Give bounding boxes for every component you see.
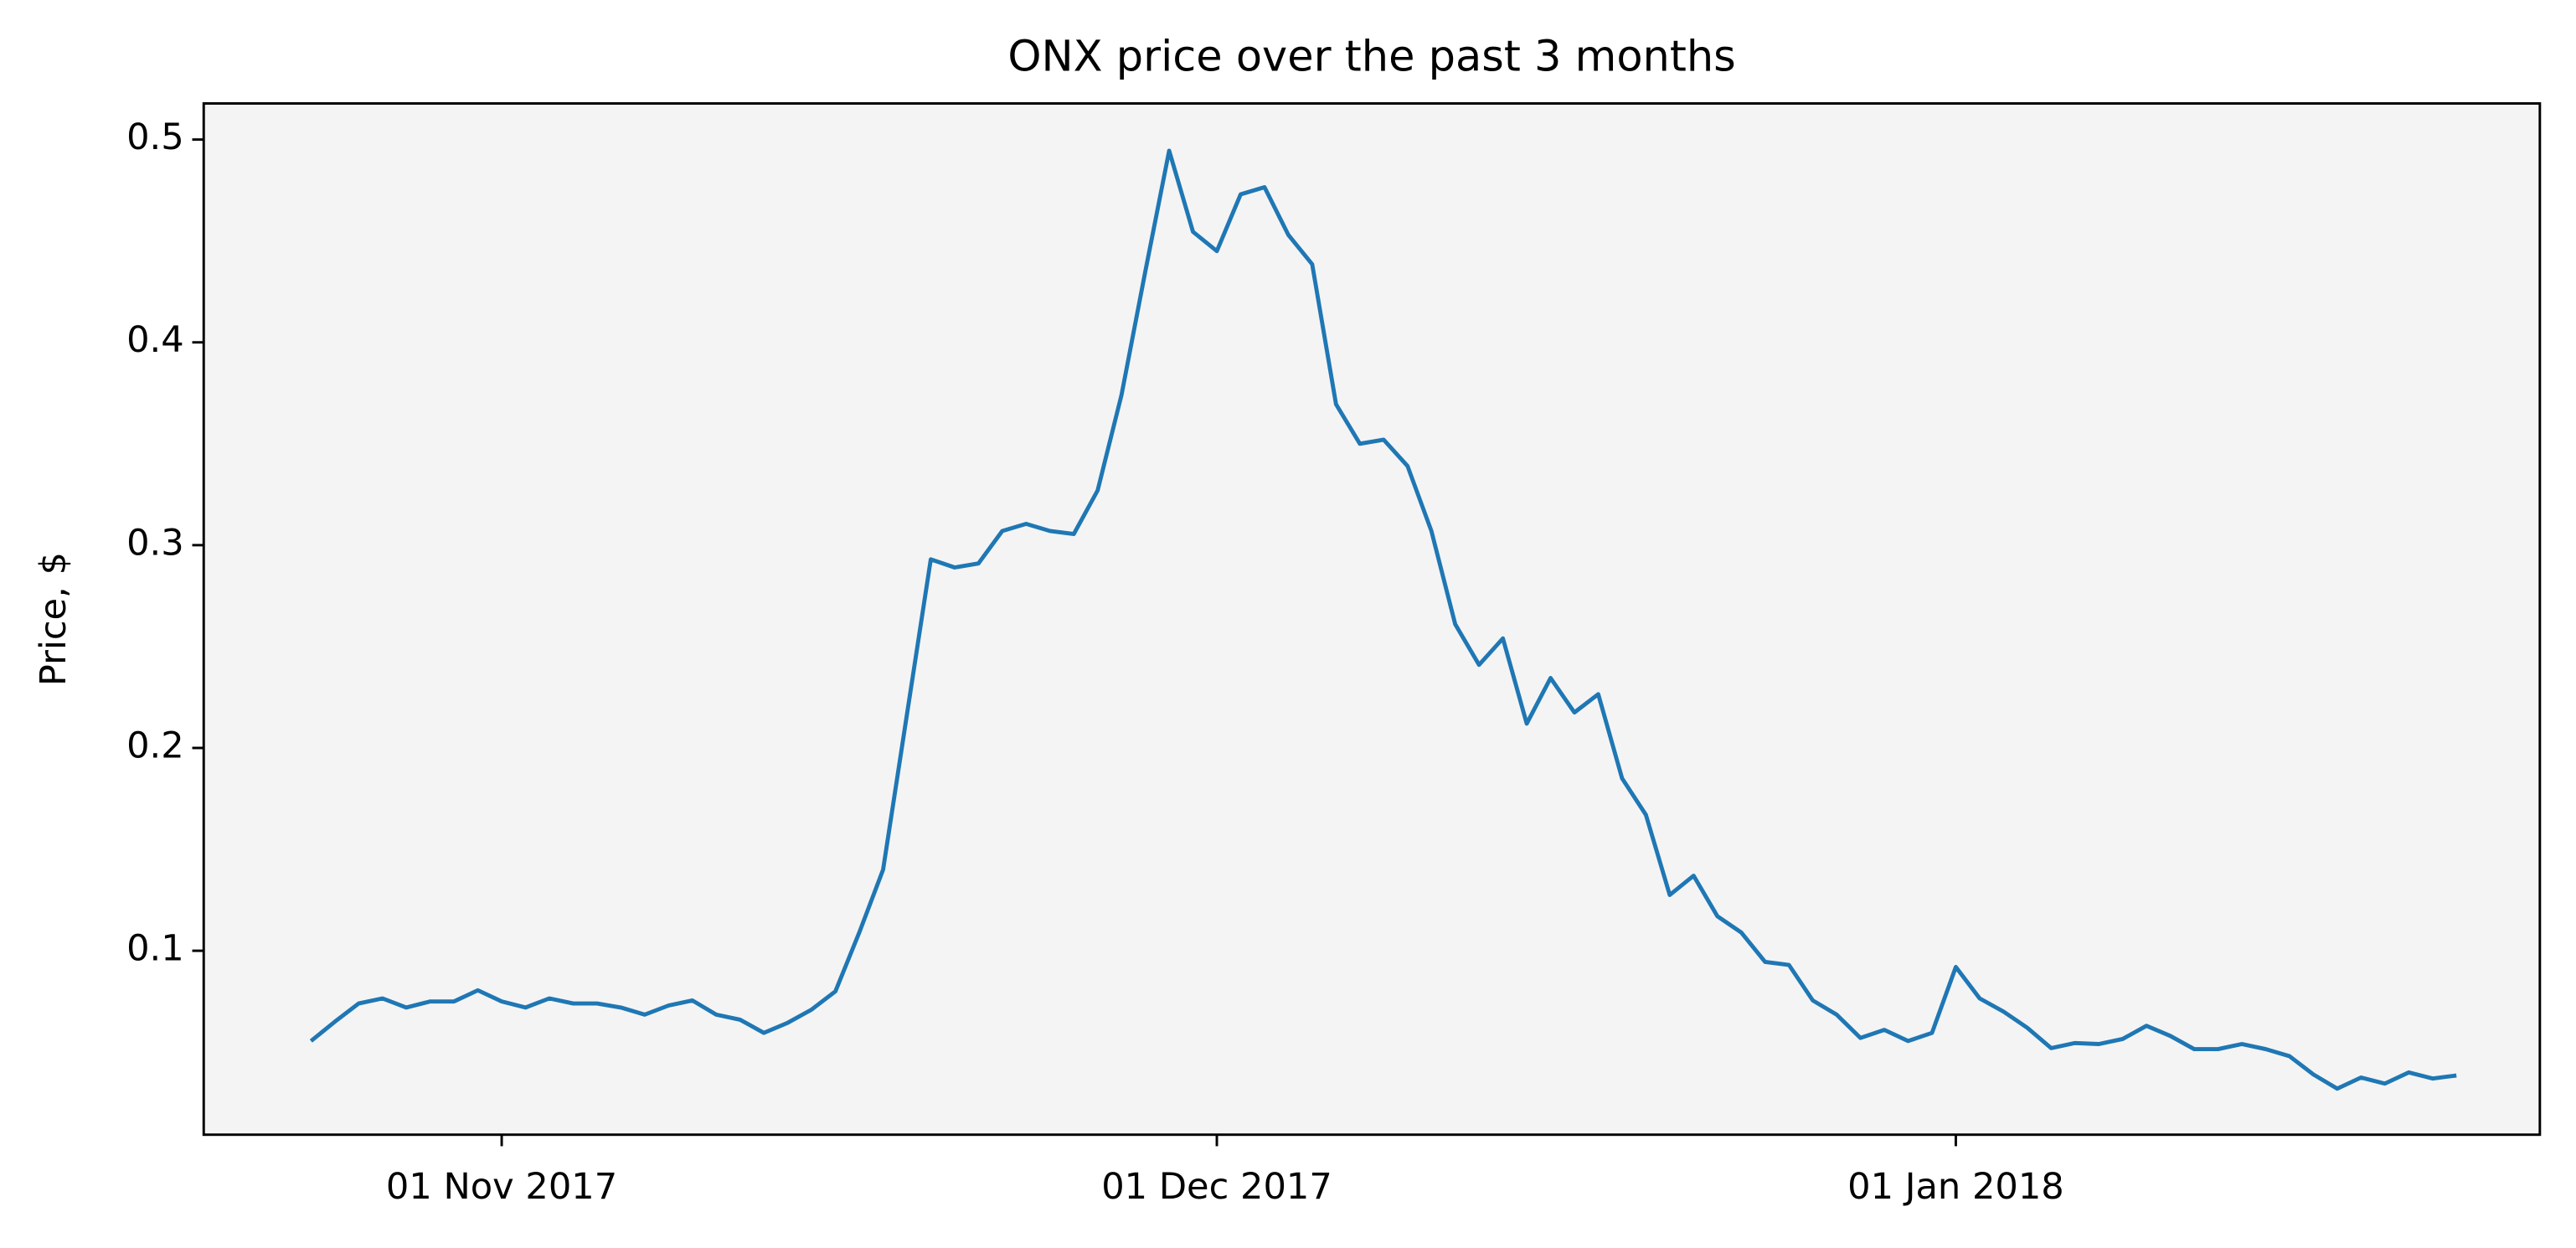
axes-frame (202, 102, 2542, 1137)
x-tick-label: 01 Jan 2018 (1847, 1166, 2064, 1208)
y-tick-label: 0.4 (126, 319, 184, 361)
plot-area (204, 103, 2540, 1135)
y-tick-label: 0.2 (126, 725, 184, 766)
y-tick-label: 0.3 (126, 522, 184, 564)
x-tick-label: 01 Nov 2017 (386, 1166, 617, 1208)
y-tick-label: 0.5 (126, 116, 184, 158)
price-line (309, 148, 2457, 1091)
y-axis-label: Price, $ (33, 552, 75, 686)
y-tick-label: 0.1 (126, 928, 184, 970)
x-tick-label: 01 Dec 2017 (1101, 1166, 1332, 1208)
chart-title: ONX price over the past 3 months (1007, 33, 1735, 82)
